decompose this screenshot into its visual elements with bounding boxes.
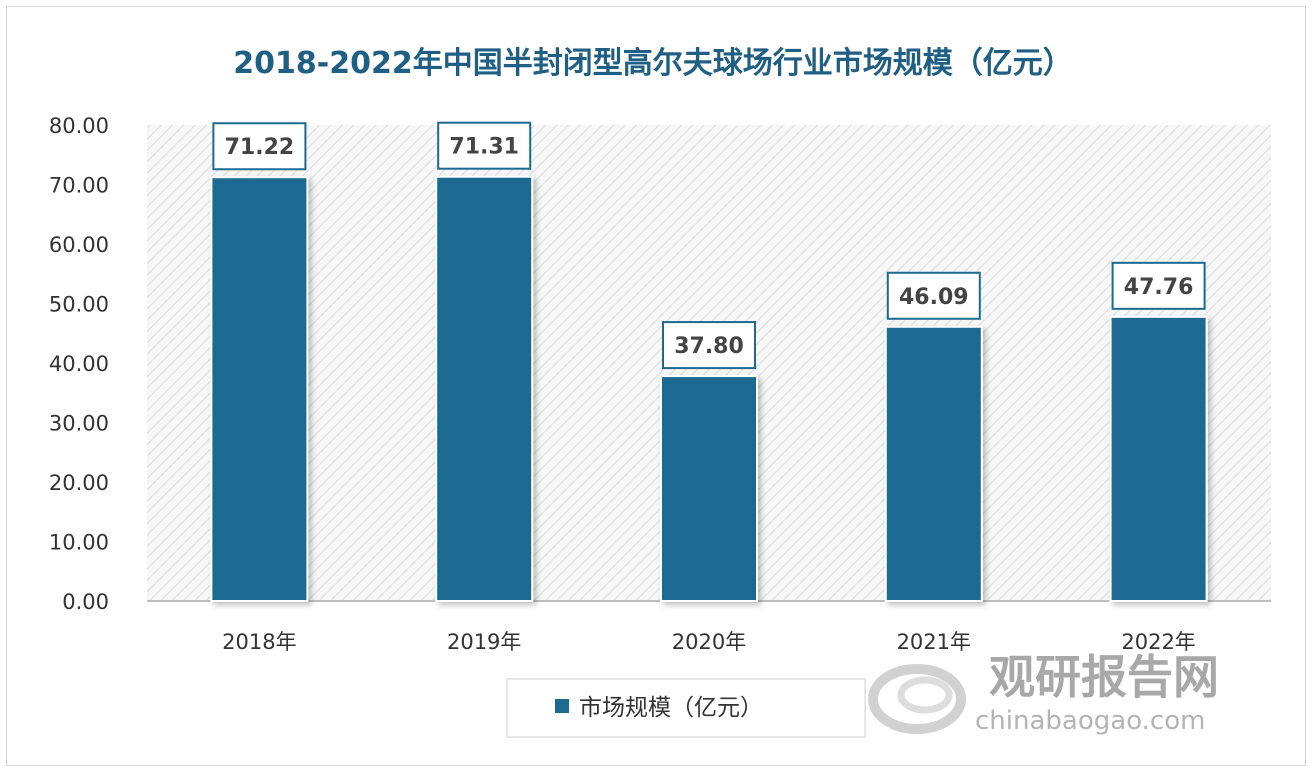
y-tick-label: 80.00	[49, 114, 109, 138]
bars: 71.22 71.31 37.80 46.09 47.76	[210, 121, 1208, 602]
y-tick-label: 70.00	[49, 174, 109, 198]
watermark-site: chinabaogao.com	[975, 706, 1205, 736]
legend: 市场规模（亿元）	[506, 678, 866, 738]
x-tick-label: 2021年	[897, 630, 971, 654]
x-tick-label: 2022年	[1121, 630, 1195, 654]
data-label-box	[437, 121, 532, 170]
data-label: 37.80	[674, 334, 744, 359]
y-tick-label: 50.00	[49, 293, 109, 317]
x-tick-label: 2019年	[447, 630, 521, 654]
chart-frame: 2018-2022年中国半封闭型高尔夫球场行业市场规模（亿元） 0.00 10.0…	[6, 6, 1306, 766]
bar	[660, 375, 758, 602]
legend-swatch	[555, 699, 569, 713]
y-tick-label: 10.00	[49, 531, 109, 555]
watermark-brand: 观研报告网	[989, 650, 1219, 704]
x-axis: 2018年 2019年 2020年 2021年 2022年	[222, 630, 1196, 654]
y-tick-label: 60.00	[49, 233, 109, 257]
y-tick-label: 20.00	[49, 471, 109, 495]
y-tick-label: 0.00	[62, 590, 109, 614]
data-label-box	[1111, 261, 1206, 310]
x-tick-label: 2018年	[222, 630, 296, 654]
legend-label: 市场规模（亿元）	[579, 695, 763, 721]
data-label-box	[662, 321, 756, 370]
chart-title: 2018-2022年中国半封闭型高尔夫球场行业市场规模（亿元）	[233, 46, 1072, 81]
data-label-box	[886, 271, 981, 320]
bar	[1109, 315, 1208, 602]
data-label: 71.31	[449, 135, 519, 160]
y-axis: 0.00 10.00 20.00 30.00 40.00 50.00 60.00 70.00 8…	[49, 114, 109, 614]
data-label: 46.09	[899, 285, 969, 310]
data-label-box	[212, 122, 307, 171]
bar-chart: 2018-2022年中国半封闭型高尔夫球场行业市场规模（亿元） 0.00 10.0…	[49, 46, 1271, 738]
bar	[435, 175, 534, 602]
watermark: 观研报告网 chinabaogao.com	[868, 650, 1219, 736]
data-label: 47.76	[1124, 275, 1194, 300]
x-tick-label: 2020年	[672, 630, 746, 654]
bar	[210, 176, 309, 602]
data-label: 71.22	[225, 135, 295, 160]
y-tick-label: 30.00	[49, 412, 109, 436]
watermark-logo-icon	[868, 664, 966, 734]
bar	[884, 325, 983, 602]
y-tick-label: 40.00	[49, 352, 109, 376]
